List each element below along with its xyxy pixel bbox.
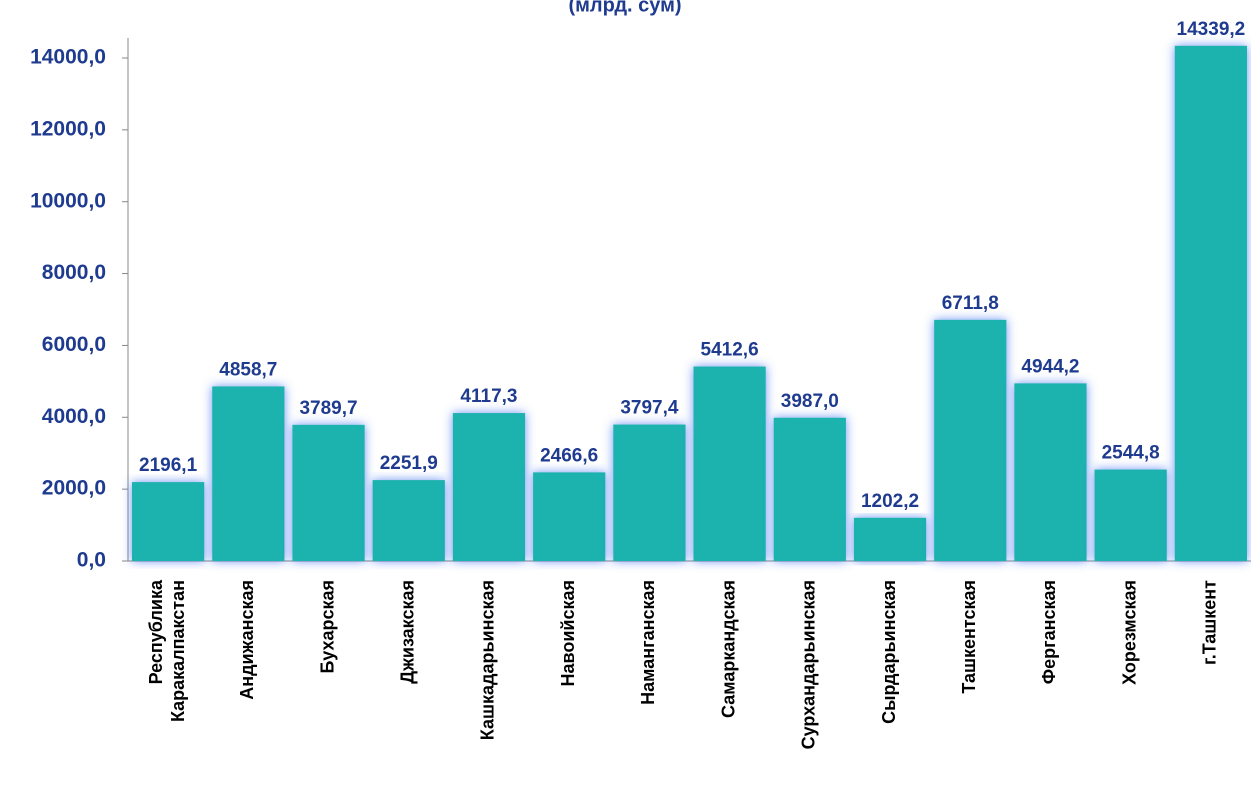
bar — [372, 480, 445, 561]
y-tick-label: 10000,0 — [30, 189, 106, 212]
x-tick-label: г.Ташкент — [1200, 580, 1220, 665]
value-label: 1202,2 — [861, 491, 919, 512]
chart-title: (млрд. сум) — [568, 0, 681, 16]
x-tick-label: Андижанская — [237, 580, 257, 700]
x-tick-label: Самаркандская — [718, 580, 738, 718]
value-label: 4944,2 — [1021, 356, 1079, 377]
bar — [1014, 383, 1087, 561]
value-label: 3797,4 — [620, 398, 679, 419]
y-tick-label: 0,0 — [77, 549, 106, 572]
bar — [1174, 45, 1247, 561]
value-label: 2196,1 — [139, 455, 198, 476]
bar — [773, 417, 846, 561]
x-tick-label: Бухарская — [317, 580, 337, 673]
bar — [452, 413, 526, 561]
x-tick-label: Республика Каракалпакстан — [146, 579, 188, 722]
x-tick-label: Хорезмская — [1119, 580, 1139, 685]
x-tick-label: Джизакская — [398, 580, 418, 684]
bar — [533, 472, 606, 561]
value-label: 3789,7 — [299, 398, 357, 419]
value-label: 2251,9 — [380, 453, 438, 474]
y-tick-label: 12000,0 — [30, 117, 106, 140]
bar — [934, 319, 1007, 561]
y-tick-label: 2000,0 — [42, 477, 106, 500]
value-label: 3987,0 — [781, 391, 839, 412]
value-label: 14339,2 — [1177, 19, 1246, 40]
bar — [613, 424, 686, 561]
y-tick-label: 8000,0 — [42, 261, 106, 284]
value-label: 6711,8 — [942, 293, 999, 314]
bar — [132, 482, 205, 561]
bar — [212, 386, 285, 561]
bar — [853, 517, 927, 561]
bar — [292, 424, 365, 561]
y-tick-label: 6000,0 — [42, 333, 106, 356]
value-label: 2544,8 — [1102, 443, 1160, 464]
y-tick-label: 14000,0 — [30, 46, 106, 69]
x-tick-label: Сурхандарьинская — [799, 580, 819, 749]
x-tick-label: Ферганская — [1039, 580, 1059, 684]
bar — [1094, 469, 1167, 561]
x-tick-label: Сырдарьинская — [879, 580, 899, 724]
y-tick-label: 4000,0 — [42, 405, 106, 428]
value-label: 5412,6 — [701, 340, 759, 361]
x-tick-label: Навоийская — [558, 580, 578, 687]
x-tick-label: Кашкадарьинская — [478, 580, 498, 740]
value-label: 2466,6 — [540, 445, 598, 466]
x-tick-label: Наманганская — [638, 580, 658, 705]
x-tick-label: Ташкентская — [959, 580, 979, 694]
value-label: 4858,7 — [219, 359, 277, 380]
bar — [693, 366, 766, 561]
value-label: 4117,3 — [460, 386, 517, 407]
